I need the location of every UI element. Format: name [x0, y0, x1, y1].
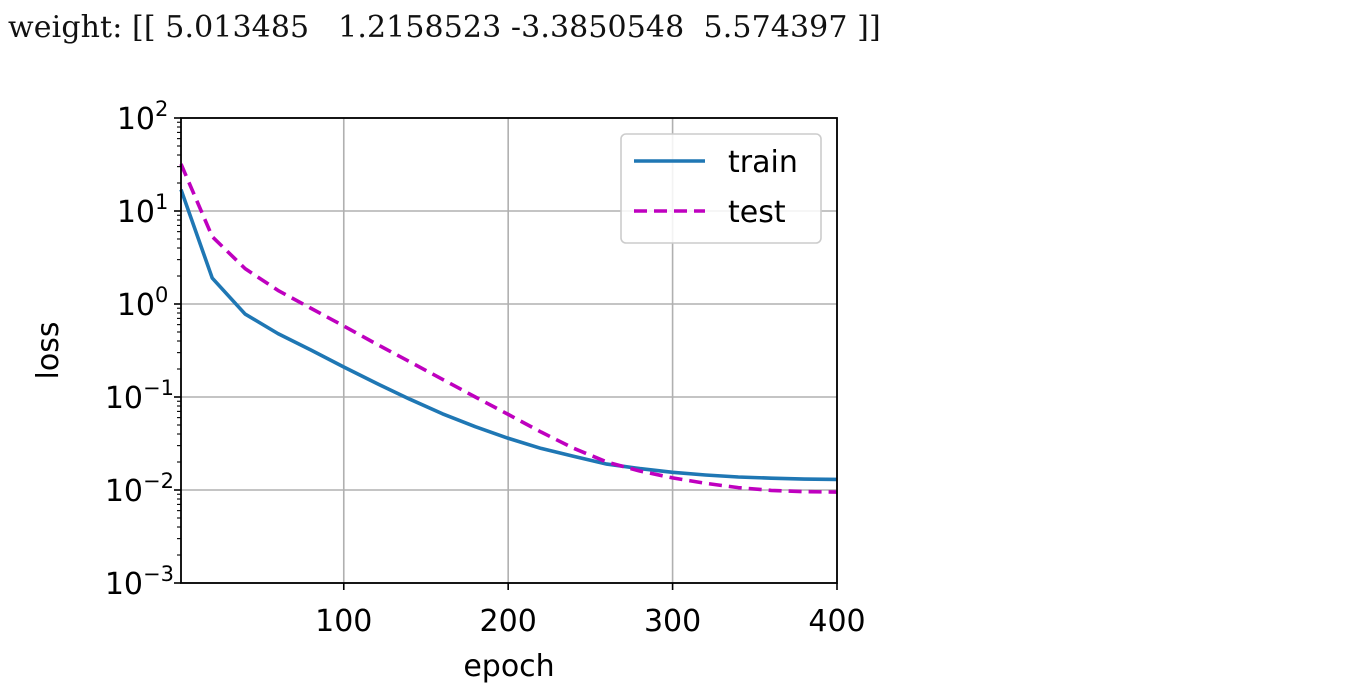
x-tick-label: 200: [480, 604, 537, 639]
y-tick-label: 10: [117, 195, 155, 230]
y-tick-exponent: 2: [155, 97, 168, 121]
series-lines: [179, 163, 838, 494]
legend-label-test: test: [728, 195, 786, 230]
legend-label-train: train: [728, 145, 798, 180]
weight-output-text: weight: [[ 5.013485 1.2158523 -3.3850548…: [8, 10, 881, 45]
y-tick-exponent: 0: [155, 283, 168, 307]
y-axis-label: loss: [31, 322, 66, 380]
legend: train test: [620, 133, 822, 244]
y-tick-exponent: 1: [155, 190, 168, 214]
y-tick-label: 10: [105, 567, 143, 602]
y-tick-label: 10: [117, 102, 155, 137]
y-tick-exponent: −2: [143, 469, 174, 493]
y-tick-label: 10: [105, 474, 143, 509]
plot-frame: [180, 117, 838, 584]
y-tick-exponent: −1: [143, 376, 174, 400]
series-line-train: [179, 188, 838, 482]
series-line-test: [179, 163, 838, 494]
y-tick-exponent: −3: [143, 562, 174, 586]
x-tick-label: 300: [644, 604, 701, 639]
y-tick-label: 10: [117, 288, 155, 323]
x-axis-label: epoch: [463, 649, 554, 684]
axis-ticks: [174, 117, 838, 590]
x-tick-label: 400: [808, 604, 865, 639]
y-tick-label: 10: [105, 381, 143, 416]
x-tick-label: 100: [315, 604, 372, 639]
